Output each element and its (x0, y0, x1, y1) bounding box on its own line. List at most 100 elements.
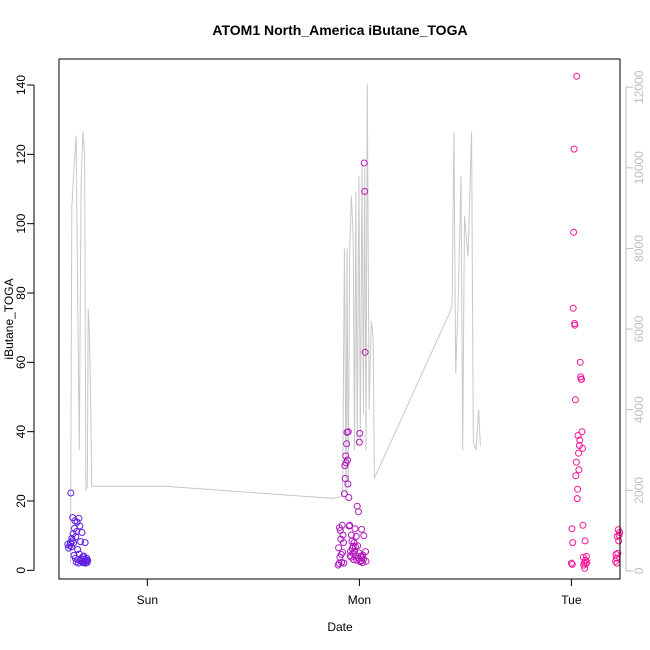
data-point (356, 429, 364, 437)
data-point (345, 494, 353, 501)
data-point (352, 532, 360, 540)
x-tick-label: Mon (348, 593, 371, 607)
data-point (355, 508, 362, 516)
data-point (335, 544, 343, 552)
data-point (344, 428, 352, 436)
data-point (81, 539, 89, 547)
right-tick-label: 10000 (632, 151, 646, 185)
data-point (340, 490, 348, 498)
data-point (351, 525, 359, 533)
data-point (341, 475, 349, 482)
data-point (362, 557, 370, 565)
series-line (70, 83, 481, 563)
data-point (612, 557, 620, 565)
y-tick-label: 20 (14, 494, 28, 508)
x-axis: Sun Mon Tue (137, 578, 582, 607)
y-axis-label: iButane_TOGA (2, 278, 16, 359)
data-point (571, 321, 579, 329)
y-tick-label: 0 (14, 567, 28, 574)
series-line-layer (70, 83, 481, 563)
data-point (355, 438, 363, 446)
chart-title: ATOM1 North_America iButane_TOGA (212, 22, 467, 38)
data-point (568, 560, 576, 568)
data-point (614, 549, 622, 557)
data-point (359, 559, 366, 567)
data-point (568, 525, 576, 533)
y-axis-left: 0 20 40 60 80 100 120 140 (14, 75, 35, 574)
data-point (67, 539, 74, 547)
data-point (570, 145, 578, 153)
data-point (581, 564, 589, 572)
data-point (343, 440, 351, 448)
data-point (67, 489, 75, 497)
y-tick-label: 120 (14, 144, 28, 164)
x-axis-label: Date (327, 620, 353, 634)
x-tick-label: Tue (561, 593, 582, 607)
data-point (360, 532, 368, 540)
y-tick-label: 140 (14, 75, 28, 95)
y-tick-label: 40 (14, 425, 28, 439)
data-point (70, 539, 78, 547)
data-point (344, 456, 351, 464)
data-point (72, 533, 80, 541)
data-point (74, 546, 82, 553)
right-tick-label: 2000 (632, 477, 646, 504)
data-point (569, 304, 577, 312)
data-point (612, 550, 620, 558)
data-point (574, 432, 582, 439)
data-point (346, 521, 354, 529)
data-point (362, 548, 370, 556)
right-tick-label: 0 (632, 567, 646, 574)
data-point (572, 458, 580, 466)
data-point (576, 436, 584, 444)
data-point (75, 514, 83, 522)
x-tick-label: Sun (137, 593, 158, 607)
right-tick-label: 6000 (632, 315, 646, 342)
data-point (338, 521, 346, 529)
y-tick-label: 80 (14, 286, 28, 300)
data-point (68, 534, 76, 542)
data-point (578, 375, 586, 383)
data-point (615, 531, 623, 539)
data-point (570, 228, 578, 236)
y-tick-label: 60 (14, 355, 28, 369)
data-point (575, 449, 582, 457)
data-point (68, 537, 76, 545)
data-point (576, 358, 584, 366)
data-point (342, 452, 350, 460)
data-point (575, 466, 583, 474)
data-point (361, 348, 369, 356)
data-point (76, 522, 84, 530)
data-point (84, 556, 92, 564)
data-point (340, 539, 347, 547)
right-tick-label: 8000 (632, 235, 646, 262)
data-point (73, 528, 81, 535)
data-point (573, 72, 581, 80)
right-tick-label: 4000 (632, 396, 646, 423)
data-point (582, 560, 590, 568)
data-point (339, 531, 347, 539)
data-point (571, 396, 579, 404)
data-point (339, 548, 347, 556)
data-point (572, 472, 580, 480)
data-point (354, 542, 362, 550)
data-point (358, 525, 366, 533)
data-point (351, 547, 358, 555)
data-point (361, 187, 369, 195)
y-tick-label: 100 (14, 213, 28, 233)
data-point (583, 558, 591, 566)
data-point (78, 529, 86, 536)
data-point (579, 521, 587, 529)
data-point (344, 480, 352, 488)
data-point (578, 428, 586, 436)
right-tick-label: 12000 (632, 70, 646, 104)
data-point (569, 539, 577, 547)
series-points-layer (64, 72, 624, 572)
plot-frame (58, 58, 621, 580)
data-point (340, 559, 348, 567)
data-point (360, 159, 368, 167)
data-point (77, 538, 85, 546)
data-point (567, 559, 575, 567)
data-point (350, 556, 358, 564)
